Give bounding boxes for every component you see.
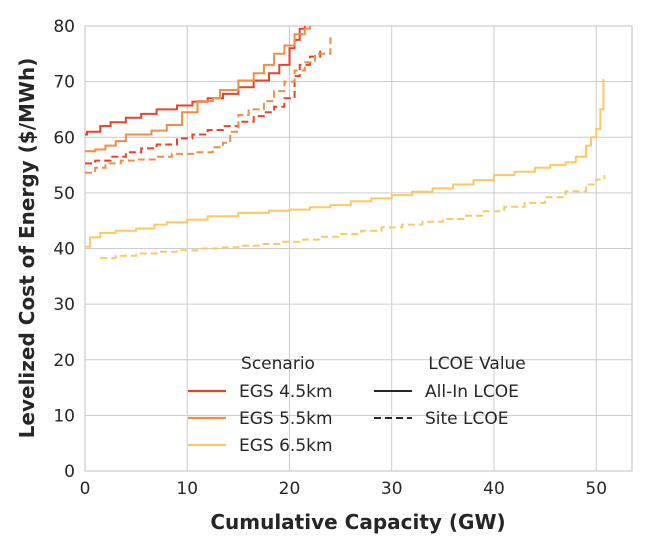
legend-label-site-lcoe: Site LCOE [425,409,509,429]
series-line-egs-5-5km-site [85,37,332,174]
gridlines [84,25,632,472]
plot-frame [84,25,633,472]
y-tick-label: 0 [64,462,75,482]
series-line-egs-6-5km-site [100,175,606,259]
legend-label-egs-4-5km: EGS 4.5km [239,382,333,402]
y-tick-label: 60 [53,128,75,148]
y-tick-label: 70 [53,73,75,93]
tick-labels: 0 10 20 30 40 50 0 10 20 30 40 50 60 70 80 [53,17,607,499]
y-tick-label: 20 [53,351,75,371]
x-tick-label: 10 [176,479,198,499]
series-line-egs-4-5km-all-in [85,26,306,136]
series-lines [85,26,606,259]
legend-title-lcoe-value: LCOE Value [428,354,526,374]
y-tick-label: 50 [53,184,75,204]
legend-title-scenario: Scenario [241,354,315,374]
legend-label-egs-5-5km: EGS 5.5km [239,409,333,429]
y-tick-label: 10 [53,406,75,426]
legend-label-all-in-lcoe: All-In LCOE [425,382,519,402]
x-tick-label: 0 [80,479,91,499]
y-tick-label: 40 [53,240,75,260]
y-tick-label: 80 [53,17,75,37]
series-line-egs-6-5km-all-in [85,78,605,248]
x-tick-label: 30 [381,479,403,499]
series-line-egs-5-5km-all-in [85,26,311,153]
legend-label-egs-6-5km: EGS 6.5km [239,436,333,456]
legend: Scenario LCOE Value EGS 4.5km EGS 5.5km … [188,354,526,456]
y-tick-label: 30 [53,295,75,315]
x-tick-label: 50 [585,479,607,499]
x-tick-label: 40 [483,479,505,499]
x-tick-label: 20 [279,479,301,499]
x-axis-label: Cumulative Capacity (GW) [210,510,505,534]
y-axis-label: Levelized Cost of Energy ($/MWh) [15,58,39,439]
